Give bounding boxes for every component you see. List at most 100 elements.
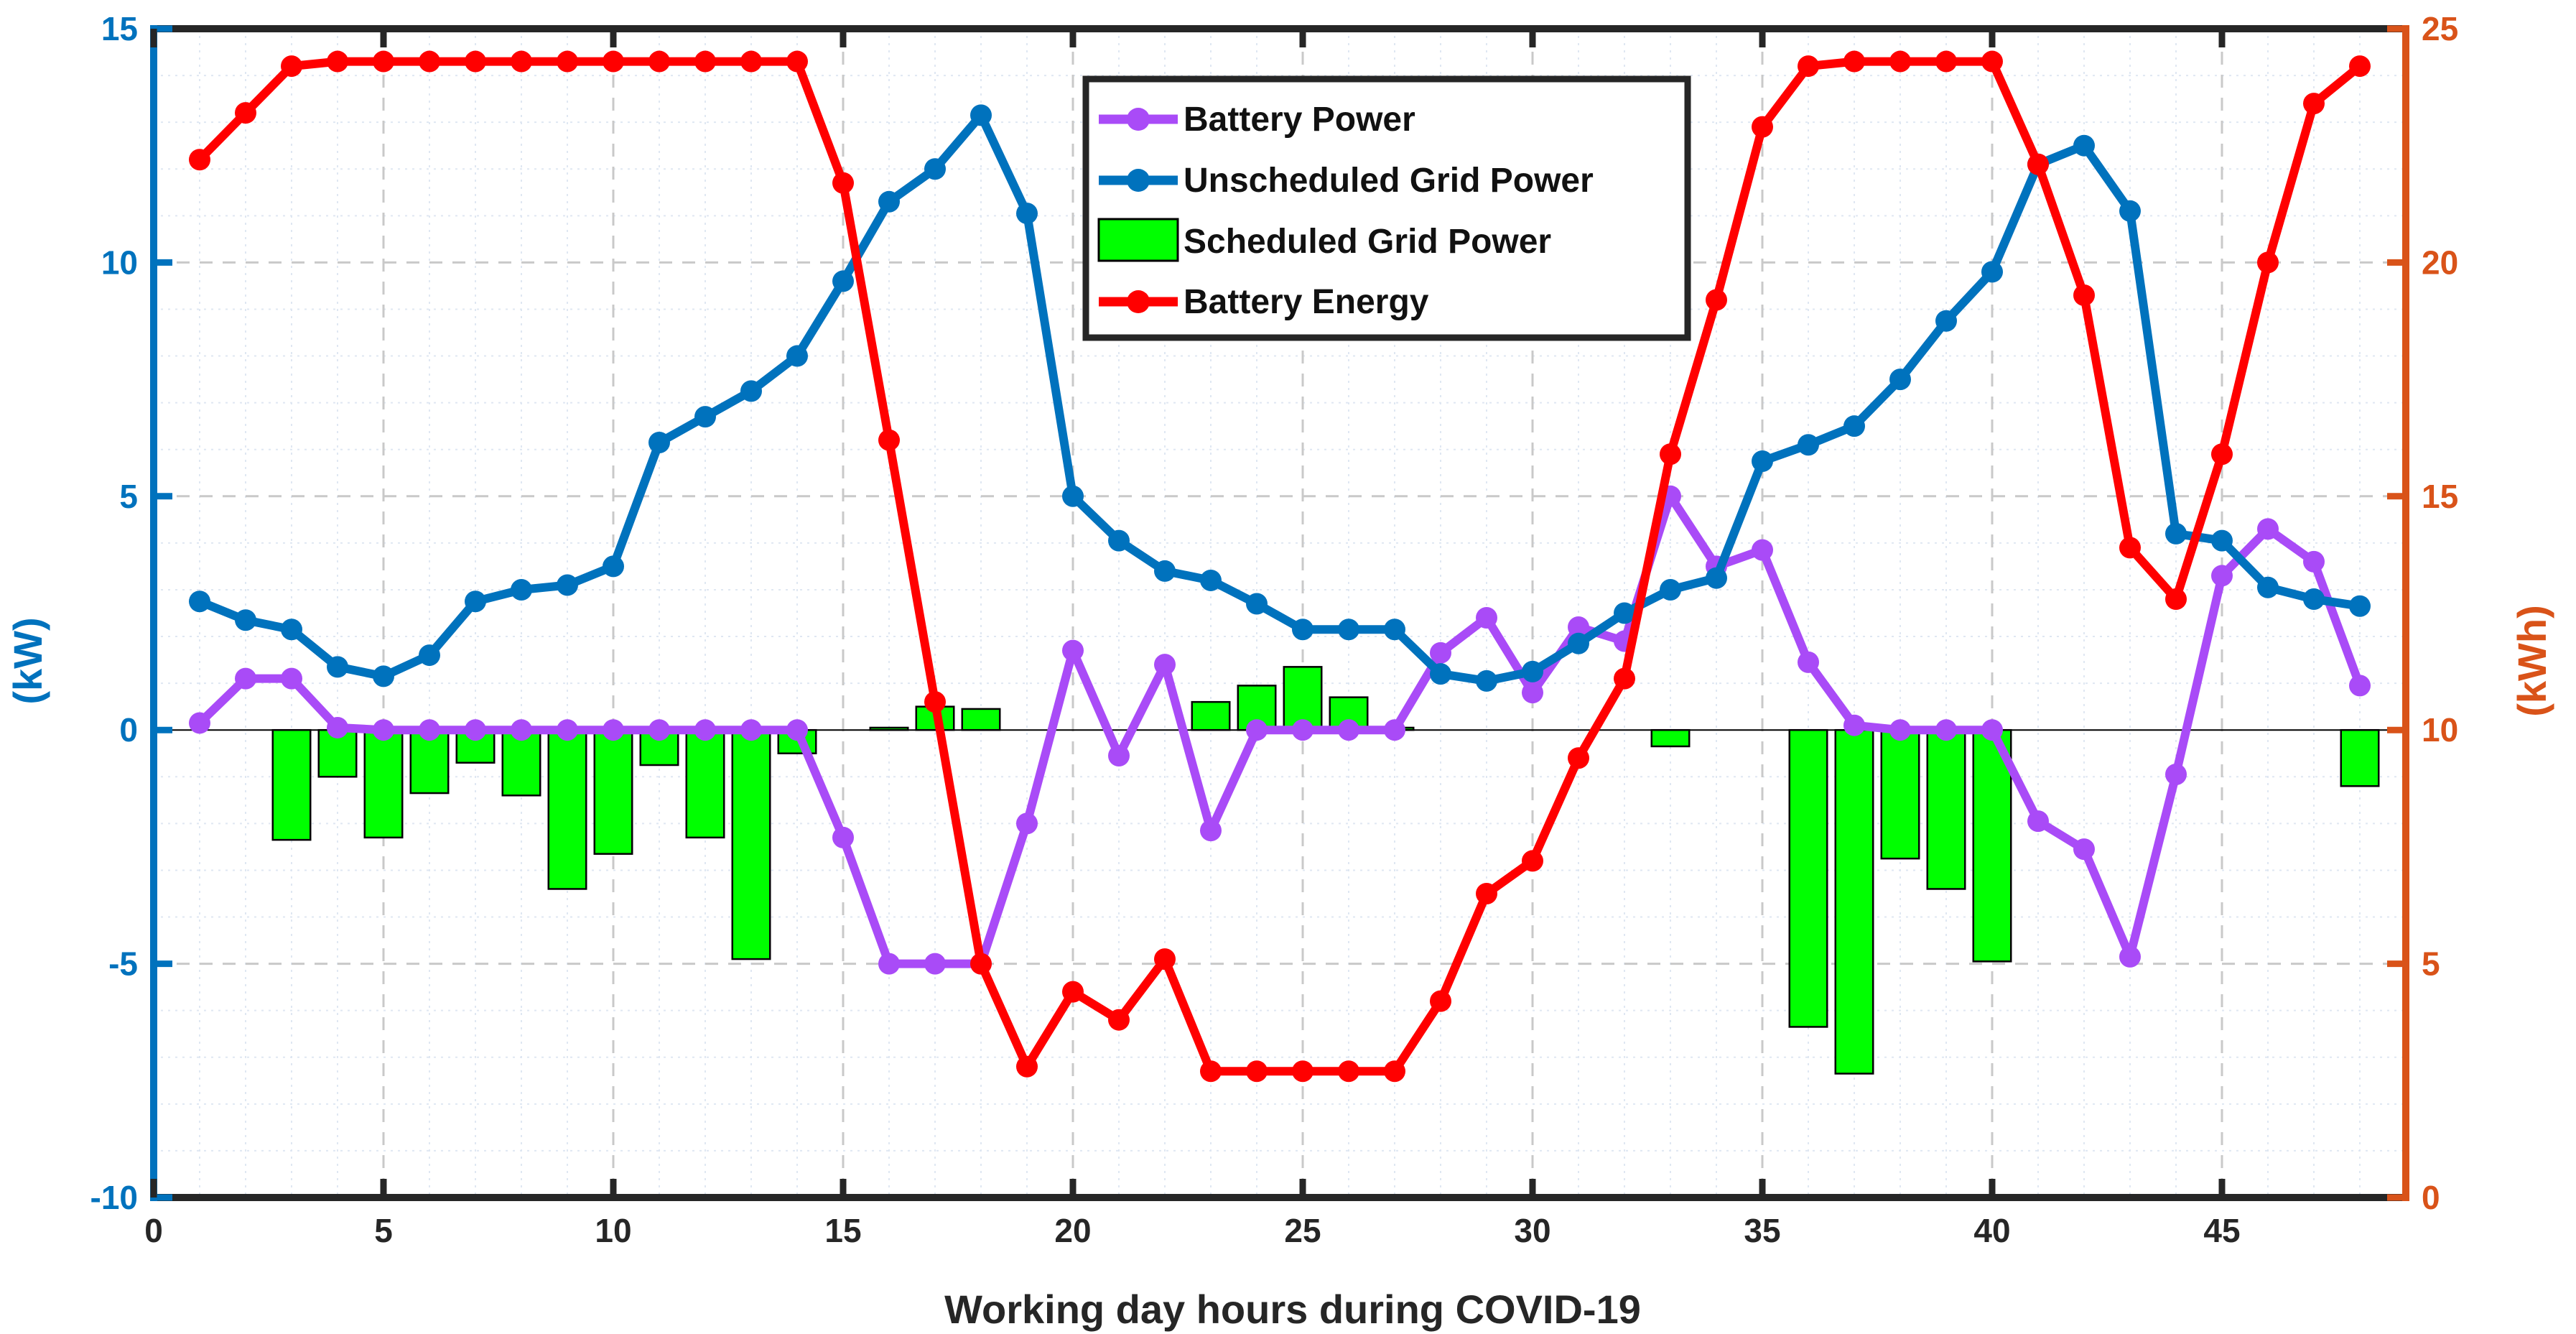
legend-label-scheduled-grid-power: Scheduled Grid Power — [1184, 223, 1551, 261]
unscheduled-grid-power-point — [1843, 415, 1865, 437]
battery-energy-point — [2119, 537, 2141, 559]
unscheduled-grid-power-point — [1798, 434, 1819, 456]
series-lines — [189, 50, 2371, 1083]
battery-energy-point — [1384, 1060, 1405, 1083]
battery-energy-point — [327, 50, 348, 73]
battery-energy-point — [1706, 289, 1727, 311]
unscheduled-grid-power-point — [1476, 670, 1497, 692]
battery-power-point — [603, 719, 624, 741]
unscheduled-grid-power-point — [1568, 632, 1589, 654]
unscheduled-grid-power-point — [648, 431, 670, 453]
unscheduled-grid-power-point — [1430, 663, 1451, 685]
battery-energy-point — [1614, 667, 1635, 690]
y-tick-label-left: 0 — [119, 711, 138, 749]
unscheduled-grid-power-point — [694, 406, 716, 428]
x-tick-label: 45 — [2203, 1212, 2240, 1249]
battery-power-point — [1889, 719, 1911, 741]
x-tick-label: 15 — [824, 1212, 861, 1249]
battery-energy-point — [1752, 116, 1773, 138]
unscheduled-grid-power-point — [1338, 619, 1359, 641]
battery-energy-point — [970, 953, 992, 975]
legend-label-unscheduled-grid-power: Unscheduled Grid Power — [1184, 162, 1594, 200]
battery-energy-point — [924, 691, 946, 713]
scheduled-grid-power-bar — [1972, 728, 2012, 963]
battery-energy-point — [1016, 1055, 1038, 1078]
battery-energy-point — [419, 50, 440, 73]
unscheduled-grid-power-point — [832, 270, 854, 292]
unscheduled-grid-power-point — [1935, 310, 1957, 332]
battery-energy-point — [786, 50, 808, 73]
unscheduled-grid-power-point — [1108, 529, 1130, 552]
legend-entry-scheduled-grid-power: Scheduled Grid Power — [1097, 218, 1551, 262]
scheduled-grid-power-bars — [271, 666, 2380, 1075]
battery-power-point — [740, 719, 762, 741]
battery-power-point — [2073, 838, 2095, 861]
battery-power-point — [511, 719, 532, 741]
scheduled-grid-power-bar — [639, 728, 679, 766]
y-tick-label-right: 5 — [2422, 945, 2440, 983]
battery-power-point — [1154, 654, 1176, 676]
scheduled-grid-power-bar — [1191, 700, 1231, 731]
y-tick-label-right: 15 — [2422, 478, 2458, 515]
battery-power-point — [2027, 810, 2049, 833]
legend-marker-battery-energy — [1127, 290, 1150, 313]
unscheduled-grid-power-point — [1981, 261, 2003, 283]
unscheduled-grid-power-point — [557, 574, 578, 596]
axis-ticks: -10 -5 0 5 10 15 0 5 10 15 20 25 0 5 10 15 20 25 30 35 40 45 — [90, 10, 2459, 1249]
x-tick-label: 20 — [1054, 1212, 1091, 1249]
scheduled-grid-power-bar — [685, 728, 725, 839]
unscheduled-grid-power-point — [281, 619, 302, 641]
unscheduled-grid-power-point — [1154, 560, 1176, 582]
battery-power-point — [327, 716, 348, 738]
unscheduled-grid-power-point — [603, 555, 624, 578]
scheduled-grid-power-bar — [1650, 728, 1691, 748]
unscheduled-grid-power-point — [1614, 602, 1635, 624]
unscheduled-grid-power-point — [740, 380, 762, 402]
y-tick-label-left: -5 — [108, 945, 138, 983]
battery-power-point — [557, 719, 578, 741]
battery-energy-point — [694, 50, 716, 73]
battery-power-point — [189, 712, 210, 734]
battery-power-point — [281, 667, 302, 690]
y-tick-label-right: 25 — [2422, 10, 2458, 47]
battery-power-point — [1798, 651, 1819, 673]
battery-power-point — [1246, 719, 1268, 741]
y-axis-label-left: (kW) — [5, 617, 50, 704]
battery-energy-point — [189, 149, 210, 171]
y-tick-label-left: 15 — [101, 10, 138, 47]
battery-energy-point — [648, 50, 670, 73]
unscheduled-grid-power-point — [1706, 567, 1727, 589]
battery-energy-point — [373, 50, 394, 73]
unscheduled-grid-power-point — [189, 590, 210, 613]
battery-energy-point — [1568, 747, 1589, 769]
battery-power-point — [1062, 639, 1084, 662]
battery-energy-point — [2303, 93, 2325, 115]
battery-energy-point — [1246, 1060, 1268, 1083]
unscheduled-grid-power-point — [1200, 569, 1222, 591]
battery-energy-point — [511, 50, 532, 73]
battery-energy-point — [603, 50, 624, 73]
battery-power-point — [1476, 607, 1497, 629]
legend-entry-unscheduled-grid-power: Unscheduled Grid Power — [1099, 162, 1594, 200]
unscheduled-grid-power-point — [1384, 619, 1405, 641]
battery-power-point — [924, 953, 946, 975]
unscheduled-grid-power-point — [1292, 619, 1313, 641]
battery-energy-point — [1338, 1060, 1359, 1083]
legend-label-battery-power: Battery Power — [1184, 101, 1415, 139]
unscheduled-grid-power-point — [2073, 134, 2095, 157]
battery-power-point — [465, 719, 486, 741]
scheduled-grid-power-bar — [1834, 728, 1874, 1075]
battery-energy-point — [1889, 50, 1911, 73]
battery-energy-point — [281, 55, 302, 78]
scheduled-grid-power-bar — [547, 728, 587, 890]
battery-power-point — [1016, 812, 1038, 835]
battery-energy-point — [2257, 251, 2279, 274]
battery-power-point — [1843, 714, 1865, 736]
battery-energy-point — [2073, 284, 2095, 306]
legend-entry-battery-power: Battery Power — [1099, 101, 1415, 139]
battery-energy-point — [1981, 50, 2003, 73]
unscheduled-grid-power-point — [465, 590, 486, 613]
battery-energy-point — [1798, 55, 1819, 78]
unscheduled-grid-power-point — [878, 190, 900, 213]
